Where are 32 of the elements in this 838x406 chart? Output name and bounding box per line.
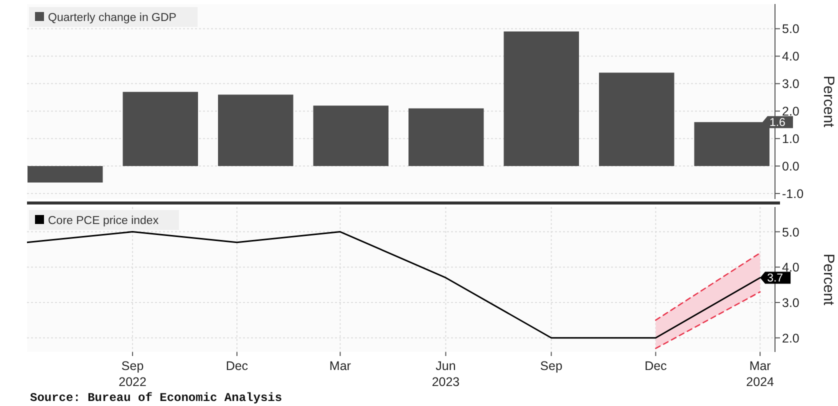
source-note: Source: Bureau of Economic Analysis (30, 391, 282, 405)
y-tick-label: 5.0 (782, 22, 800, 36)
y-tick-label: 4.0 (782, 50, 800, 64)
y-tick-label: 5.0 (782, 225, 800, 240)
y-axis-title: Percent (820, 76, 837, 128)
y-tick-label: 1.0 (782, 132, 800, 146)
y-tick-label: 2.0 (782, 331, 800, 346)
x-tick-label: Mar (329, 359, 351, 373)
legend-label: Core PCE price index (48, 215, 159, 227)
legend-label: Quarterly change in GDP (48, 12, 177, 24)
y-tick-label: 3.0 (782, 296, 800, 310)
bar (122, 92, 198, 166)
x-tick-label: Dec (226, 359, 248, 373)
bar (313, 106, 388, 166)
bar (598, 72, 674, 166)
y-tick-label: 3.0 (782, 77, 800, 92)
y-tick-label: 0.0 (782, 160, 800, 174)
y-tick-label: 4.0 (782, 260, 800, 275)
x-tick-label: Sep 2022 (118, 359, 146, 389)
data-label: 1.6 (769, 117, 786, 130)
y-tick-label: -1.0 (782, 187, 804, 202)
bar (28, 166, 103, 183)
y-tick-label: 2.0 (782, 104, 800, 119)
x-tick-label: Sep (540, 359, 562, 373)
data-label: 3.7 (767, 272, 784, 285)
bar (408, 108, 484, 166)
x-tick-label: Mar 2024 (746, 359, 774, 389)
bar (504, 31, 579, 166)
x-tick-label: Dec (644, 359, 667, 373)
bar (218, 94, 294, 166)
x-tick-label: Jun 2023 (432, 359, 460, 389)
y-axis-title: Percent (820, 254, 837, 306)
